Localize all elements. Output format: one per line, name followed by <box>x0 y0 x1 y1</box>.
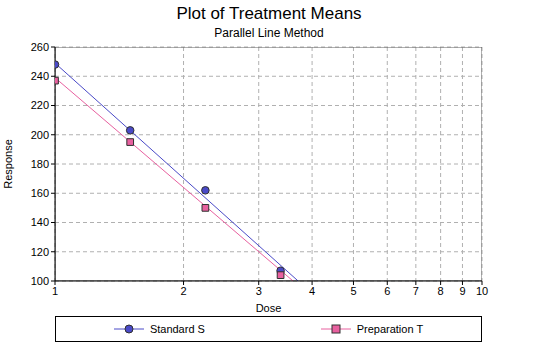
svg-text:3: 3 <box>256 285 262 297</box>
svg-text:8: 8 <box>438 285 444 297</box>
html-text:Preparation T: Preparation T <box>356 323 424 335</box>
svg-text:120: 120 <box>31 246 49 258</box>
svg-text:260: 260 <box>31 41 49 53</box>
svg-text:1: 1 <box>52 285 58 297</box>
svg-text:Response: Response <box>8 139 14 189</box>
svg-text:5: 5 <box>350 285 356 297</box>
svg-text:7: 7 <box>413 285 419 297</box>
html-text:Standard S: Standard S <box>149 323 205 335</box>
svg-text:100: 100 <box>31 275 49 287</box>
html-text:Parallel Line Method: Parallel Line Method <box>214 26 324 40</box>
svg-text:10: 10 <box>476 285 488 297</box>
svg-text:220: 220 <box>31 99 49 111</box>
svg-text:6: 6 <box>384 285 390 297</box>
svg-text:9: 9 <box>459 285 465 297</box>
svg-text:180: 180 <box>31 158 49 170</box>
svg-text:2: 2 <box>180 285 186 297</box>
svg-text:140: 140 <box>31 216 49 228</box>
svg-text:200: 200 <box>31 129 49 141</box>
svg-text:Dose: Dose <box>256 302 282 312</box>
html-text:Plot of Treatment Means: Plot of Treatment Means <box>176 4 362 23</box>
svg-text:160: 160 <box>31 187 49 199</box>
svg-text:240: 240 <box>31 70 49 82</box>
svg-text:4: 4 <box>309 285 315 297</box>
